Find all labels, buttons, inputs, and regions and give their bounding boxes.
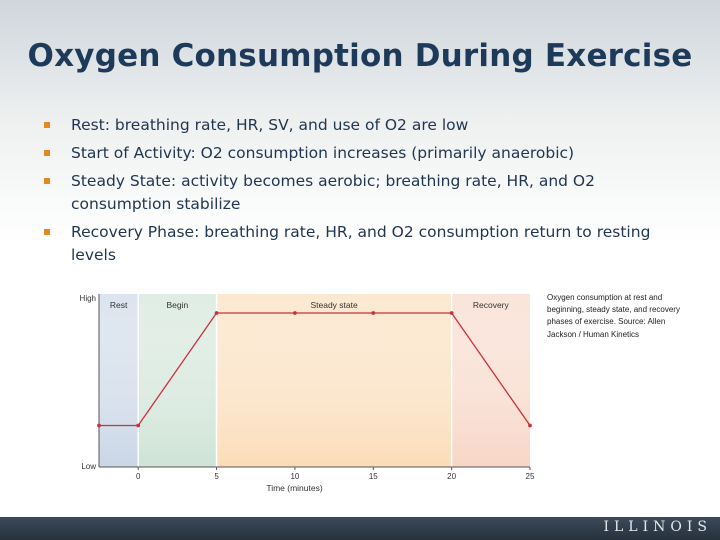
data-point <box>371 311 376 315</box>
phase-band-shade <box>451 294 530 467</box>
bullet-item: Recovery Phase: breathing rate, HR, and … <box>44 221 684 267</box>
bullet-text: Recovery Phase: breathing rate, HR, and … <box>71 223 651 264</box>
figure-caption: Oxygen consumption at rest and beginning… <box>547 293 680 339</box>
x-tick-label: 0 <box>136 472 141 481</box>
data-point <box>449 311 454 315</box>
data-point <box>528 423 532 428</box>
x-tick-label: 25 <box>526 472 535 481</box>
phase-label: Rest <box>110 300 128 310</box>
bullet-item: Start of Activity: O2 consumption increa… <box>44 142 684 165</box>
phase-band-shade <box>99 294 139 467</box>
bullet-square-icon <box>44 178 50 184</box>
phase-label: Begin <box>166 300 188 310</box>
x-tick-label: 15 <box>369 472 378 481</box>
data-point <box>136 423 141 428</box>
footer-bar: ILLINOIS <box>0 517 720 540</box>
oxygen-consumption-chart: Rest Begin Steady state Recovery High Low 0 5 10… <box>80 294 535 493</box>
bullet-square-icon <box>44 150 50 156</box>
bullet-item: Steady State: activity becomes aerobic; … <box>44 170 684 216</box>
data-point <box>293 311 297 315</box>
bullet-text: Steady State: activity becomes aerobic; … <box>71 172 595 213</box>
y-tick-label: Low <box>81 462 96 471</box>
phase-label: Recovery <box>473 300 510 310</box>
y-tick-label: High <box>80 294 96 303</box>
data-point <box>97 423 101 428</box>
bullet-text: Rest: breathing rate, HR, SV, and use of… <box>71 116 469 134</box>
phase-band-shade <box>138 294 217 467</box>
x-tick-label: 20 <box>447 472 456 481</box>
x-tick-label: 5 <box>214 472 219 481</box>
bullet-list: Rest: breathing rate, HR, SV, and use of… <box>44 114 684 272</box>
bullet-square-icon <box>44 122 50 128</box>
data-point <box>214 311 219 315</box>
phase-label: Steady state <box>310 300 358 310</box>
phase-band-shade <box>216 294 452 467</box>
footer-brand: ILLINOIS <box>603 519 712 535</box>
bullet-text: Start of Activity: O2 consumption increa… <box>71 144 575 162</box>
bullet-square-icon <box>44 229 50 235</box>
slide-title: Oxygen Consumption During Exercise <box>27 38 693 74</box>
x-tick-label: 10 <box>290 472 299 481</box>
x-axis-title: Time (minutes) <box>266 483 323 493</box>
bullet-item: Rest: breathing rate, HR, SV, and use of… <box>44 114 684 137</box>
